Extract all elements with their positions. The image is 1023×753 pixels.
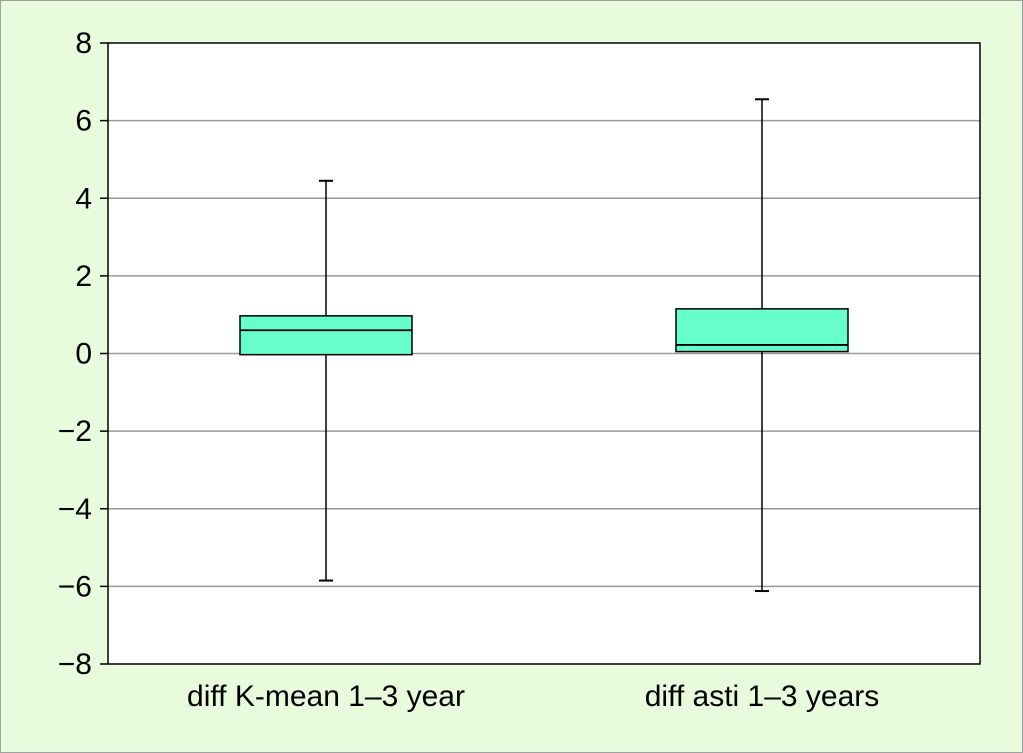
y-tick-label: 6 bbox=[75, 105, 92, 138]
y-tick-label: −8 bbox=[58, 648, 92, 681]
y-tick-label: −2 bbox=[58, 415, 92, 448]
y-tick-label: −4 bbox=[58, 493, 92, 526]
y-tick-label: −6 bbox=[58, 570, 92, 603]
y-tick-label: 2 bbox=[75, 260, 92, 293]
y-tick-label: 8 bbox=[75, 27, 92, 60]
box-iqr bbox=[239, 315, 413, 356]
category-label: diff K-mean 1–3 year bbox=[187, 680, 465, 713]
category-label: diff asti 1–3 years bbox=[645, 680, 880, 713]
y-tick-label: 0 bbox=[75, 338, 92, 371]
y-tick-label: 4 bbox=[75, 182, 92, 215]
